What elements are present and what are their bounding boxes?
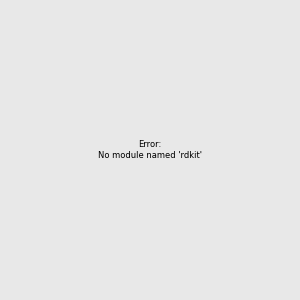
Text: Error:
No module named 'rdkit': Error: No module named 'rdkit' xyxy=(98,140,202,160)
